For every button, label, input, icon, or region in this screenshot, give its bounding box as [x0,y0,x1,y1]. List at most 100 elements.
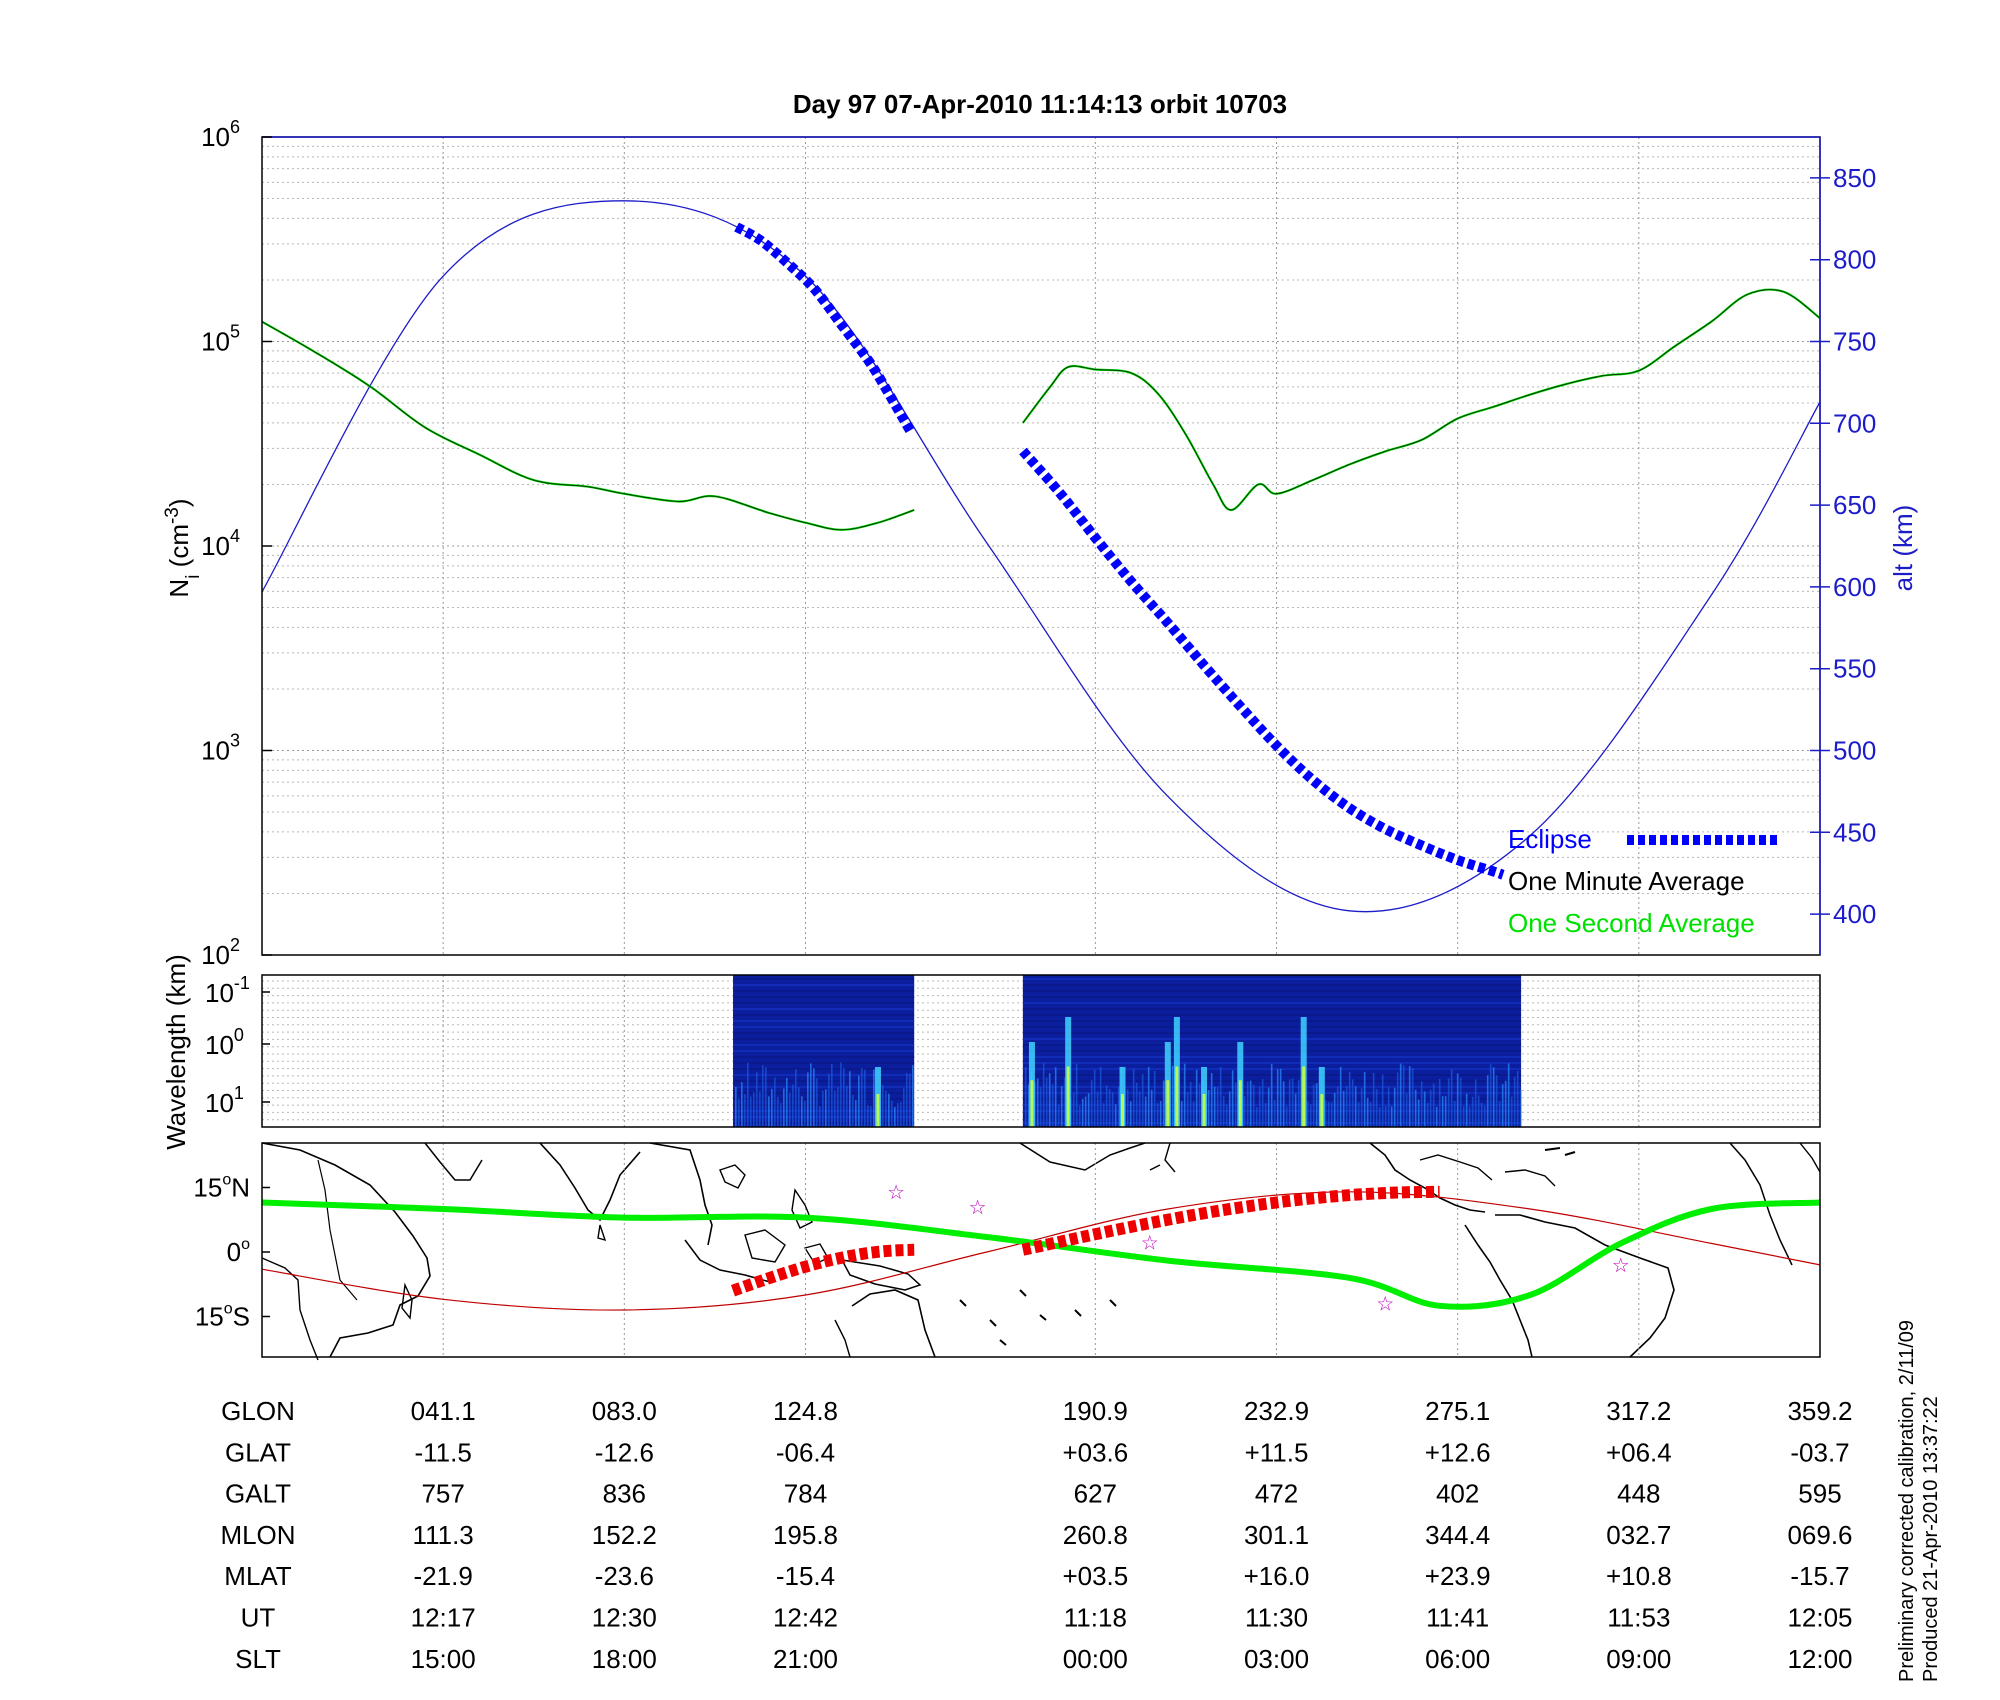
spectrogram-streak [1315,1083,1318,1127]
spectrogram-streak [1447,1078,1450,1127]
table-cell: -21.9 [414,1561,473,1591]
spectrogram-streak [1045,1077,1048,1127]
spectrogram-streak [885,1090,887,1127]
spectrogram-streak [897,1103,899,1127]
table-row-label: UT [241,1603,276,1633]
table-cell: +16.0 [1244,1561,1310,1591]
spectrogram-streak [1219,1067,1222,1127]
station-star-marker: ☆ [887,1182,905,1204]
table-cell: +12.6 [1425,1437,1491,1467]
spectrogram-streak [1138,1091,1141,1127]
density-y-ticks: 102 103 104 105 106 [201,117,272,970]
spectrogram-band [733,996,915,998]
spectrogram-streak [1024,1067,1027,1127]
eclipse-ground-track [1021,1185,1440,1256]
spectrogram-band [733,1086,915,1088]
y-tick-label: 104 [201,526,240,561]
spectrogram-streak [1054,1067,1057,1127]
table-cell: 190.9 [1063,1396,1128,1426]
spectrogram-streak [1378,1106,1381,1127]
orbit-ground-track [261,1199,1821,1310]
spectrogram-streak [1291,1078,1294,1127]
spectrogram-streak [1381,1074,1384,1127]
spectrogram-streak [1456,1073,1459,1127]
density-axis-label: Ni (cm-3) [162,498,204,597]
spectrogram-streak [834,1090,836,1127]
spectrogram-streak [1141,1074,1144,1127]
spectrogram-streak [1327,1101,1330,1127]
spectrogram-band [733,1020,915,1022]
altitude-curve [261,200,1821,913]
density-vertical-grid [442,137,1640,955]
spectrogram-streak [1471,1096,1474,1127]
spectrogram-streak [1162,1080,1165,1127]
spectrogram-streak [1366,1097,1369,1127]
spectrogram-streak [1489,1064,1492,1127]
spectrogram-streak [1108,1088,1111,1127]
spectrogram-streak [1333,1092,1336,1127]
table-cell: 627 [1074,1479,1117,1509]
table-cell: 18:00 [592,1644,657,1674]
spectrogram-streak [822,1090,824,1127]
spectrogram-streak [747,1062,749,1127]
spectrogram-streak [1279,1068,1282,1127]
map-markers: ☆ ☆ ☆ ☆ ☆ [887,1182,1630,1316]
spectrogram-streak [1036,1078,1039,1127]
spectrogram-streak [744,1094,746,1127]
table-cell: 301.1 [1244,1520,1309,1550]
spectrogram-streak [1153,1070,1156,1127]
alt-tick-label: 450 [1833,817,1876,847]
spectrogram-feature-core [1166,1080,1170,1127]
spectrogram-streak [804,1101,806,1127]
spectrogram-streak [1444,1096,1447,1127]
table-row-label: SLT [235,1644,281,1674]
spectrogram-streak [870,1106,872,1127]
spectrogram-streak [873,1069,875,1127]
spectrogram-band [1022,984,1522,986]
spectrogram-band [1022,1038,1522,1040]
spectrogram-band [733,1068,915,1070]
spectrogram-y-ticks: 10-1 100 101 [205,973,270,1118]
table-cell: 12:17 [411,1603,476,1633]
eclipse-segment [734,222,915,435]
spectrogram-band [733,1008,915,1010]
spectrogram-streak [1435,1106,1438,1127]
spectrogram-streak [1189,1081,1192,1127]
spectrogram-streak [909,1073,911,1127]
table-cell: -15.7 [1790,1561,1849,1591]
wavelength-tick-label: 10-1 [205,973,250,1008]
spectrogram-streak [1411,1067,1414,1127]
table-cell: 260.8 [1063,1520,1128,1550]
spectrogram-band [1022,1062,1522,1064]
altitude-line [261,200,1821,913]
spectrogram-streak [1294,1093,1297,1127]
spectrogram-streak [1114,1104,1117,1127]
spectrogram-streak [1519,1089,1522,1127]
spectrogram-streak [1132,1068,1135,1127]
spectrogram-streak [1504,1080,1507,1127]
spectrogram-streak [1255,1106,1258,1127]
y-tick-label: 103 [201,731,240,766]
table-cell: 069.6 [1787,1520,1852,1550]
station-star-marker: ☆ [1376,1294,1394,1316]
spectrogram-streak [1348,1071,1351,1127]
spectrogram-streak [1231,1070,1234,1127]
spectrogram-streak [1324,1100,1327,1127]
table-cell: 032.7 [1606,1520,1671,1550]
spectrogram-streak [1213,1086,1216,1127]
spectrogram-feature-core [1121,1094,1125,1127]
table-cell: -12.6 [595,1437,654,1467]
spectrogram-streak [1048,1073,1051,1127]
one-minute-line [1022,289,1821,511]
alt-tick-label: 400 [1833,899,1876,929]
spectrogram-streak [789,1092,791,1127]
spectrogram-streak [1252,1084,1255,1127]
produced-note: Produced 21-Apr-2010 13:37:22 [1920,1396,1942,1682]
spectrogram-band [733,984,915,986]
wavelength-tick-label: 100 [205,1025,244,1060]
spectrogram-band [1022,1044,1522,1046]
spectrogram-streak [753,1092,755,1127]
alt-tick-label: 700 [1833,408,1876,438]
spectrogram-streak [738,1098,740,1127]
table-cell: 344.4 [1425,1520,1490,1550]
